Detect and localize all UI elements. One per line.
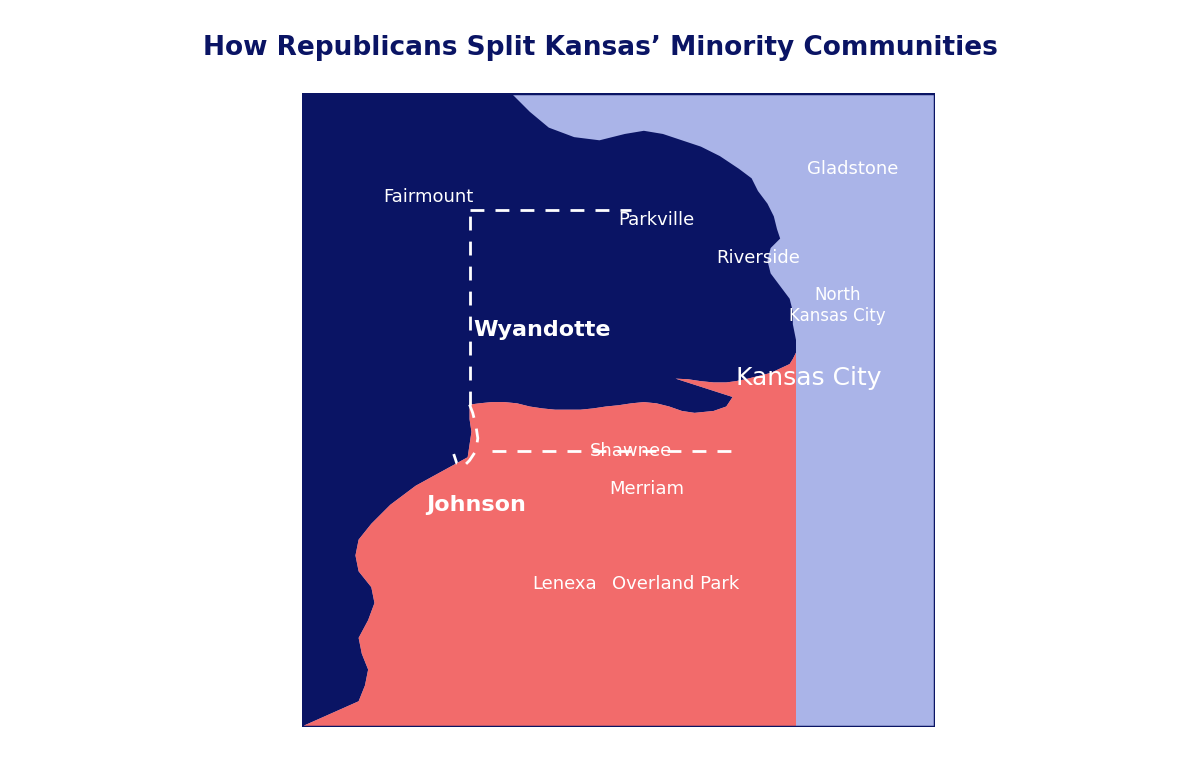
Text: Overland Park: Overland Park [613, 575, 739, 593]
Text: How Republicans Split Kansas’ Minority Communities: How Republicans Split Kansas’ Minority C… [203, 35, 998, 61]
Text: Johnson: Johnson [426, 495, 526, 515]
Polygon shape [301, 93, 796, 727]
Text: Riverside: Riverside [716, 249, 800, 267]
Text: Shawnee: Shawnee [590, 442, 673, 460]
Text: North
Kansas City: North Kansas City [789, 286, 885, 325]
Text: Kansas City: Kansas City [736, 366, 882, 390]
Text: Parkville: Parkville [619, 210, 694, 229]
Text: Fairmount: Fairmount [383, 189, 473, 206]
Text: Lenexa: Lenexa [532, 575, 597, 593]
Polygon shape [301, 352, 796, 727]
Text: Wyandotte: Wyandotte [473, 321, 611, 340]
Text: Gladstone: Gladstone [807, 160, 898, 178]
Text: Merriam: Merriam [610, 480, 685, 498]
Polygon shape [301, 93, 936, 727]
